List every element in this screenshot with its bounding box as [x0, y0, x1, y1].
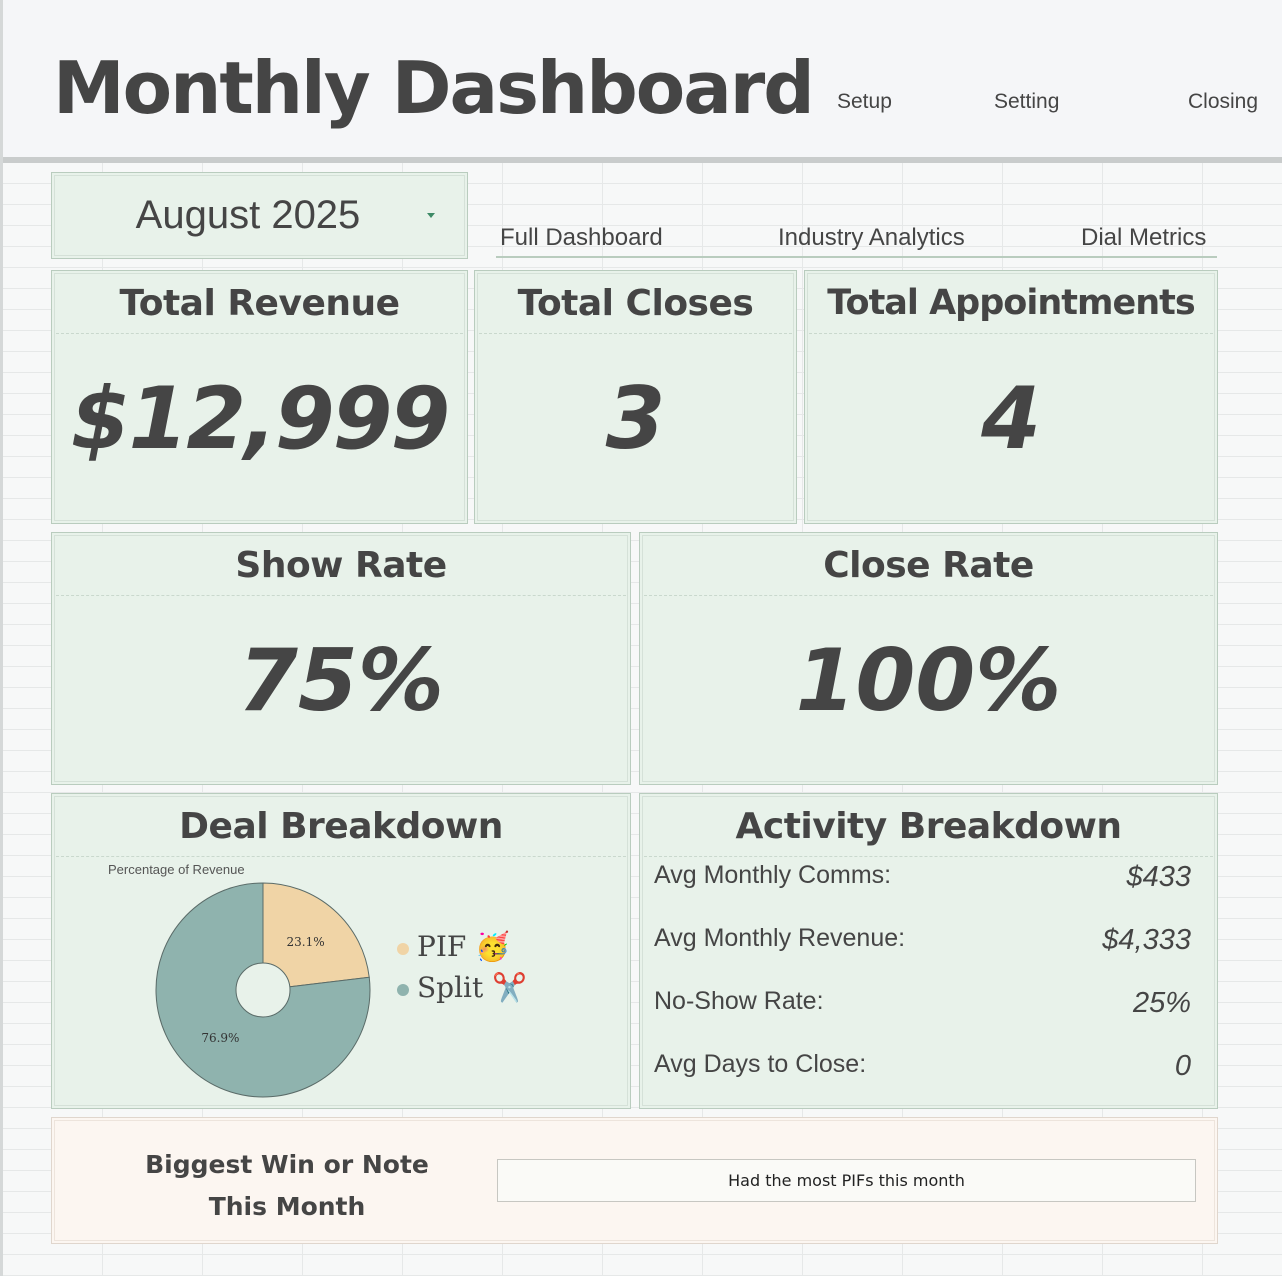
total-revenue-label: Total Revenue [119, 283, 400, 324]
dashboard-tabs: Full Dashboard Industry Analytics Dial M… [496, 220, 1217, 258]
stat-label: Avg Days to Close: [654, 1050, 867, 1078]
card-divider [644, 856, 1213, 857]
show-rate-label: Show Rate [235, 545, 447, 586]
nav-link-setup[interactable]: Setup [837, 90, 892, 113]
total-appointments-card: Total Appointments 4 [804, 270, 1218, 524]
legend-label-pif: PIF 🥳 [417, 930, 511, 963]
month-dropdown[interactable]: August 2025 [51, 172, 468, 259]
legend-label-split: Split ✂️ [417, 971, 528, 1004]
close-rate-card: Close Rate 100% [639, 532, 1218, 785]
stat-label: Avg Monthly Comms: [654, 861, 892, 889]
biggest-win-label-line1: Biggest Win or Note [145, 1150, 429, 1179]
total-closes-label: Total Closes [517, 283, 754, 324]
card-divider [809, 333, 1213, 334]
tab-full-dashboard[interactable]: Full Dashboard [500, 224, 663, 251]
chart-title: Percentage of Revenue [108, 862, 245, 877]
nav-link-closing[interactable]: Closing [1188, 90, 1259, 113]
activity-breakdown-card: Activity Breakdown Avg Monthly Comms: $4… [639, 793, 1218, 1109]
pie-label-pif: 23.1% [287, 935, 325, 949]
pie-slice-pif [262, 882, 370, 991]
card-divider [56, 856, 626, 857]
tab-dial-metrics[interactable]: Dial Metrics [1081, 224, 1207, 251]
activity-breakdown-title: Activity Breakdown [735, 806, 1123, 847]
stat-value: 0 [1174, 1050, 1191, 1082]
legend-marker-split [397, 983, 409, 996]
deal-breakdown-card: Deal Breakdown Percentage of Revenue 23.… [51, 793, 631, 1109]
biggest-win-input[interactable]: Had the most PIFs this month [497, 1159, 1196, 1202]
deal-breakdown-title: Deal Breakdown [179, 806, 503, 847]
biggest-win-label: Biggest Win or Note This Month [122, 1144, 452, 1228]
month-dropdown-value: August 2025 [135, 193, 361, 237]
nav-link-setting[interactable]: Setting [994, 90, 1060, 113]
stat-value: $4,333 [1102, 924, 1191, 956]
window-edge [0, 0, 3, 1276]
total-closes-value: 3 [605, 369, 666, 469]
header [3, 0, 1282, 158]
card-divider [644, 595, 1213, 596]
show-rate-value: 75% [238, 631, 444, 731]
caret-down-icon[interactable] [426, 212, 436, 220]
stat-label: Avg Monthly Revenue: [654, 924, 906, 952]
total-appointments-value: 4 [981, 369, 1041, 469]
total-appointments-label: Total Appointments [827, 283, 1195, 323]
pie-label-split: 76.9% [201, 1031, 239, 1045]
page-title: Monthly Dashboard [53, 46, 815, 130]
show-rate-card: Show Rate 75% [51, 532, 631, 785]
tab-industry-analytics[interactable]: Industry Analytics [778, 224, 965, 251]
stat-value: 25% [1132, 987, 1191, 1019]
donut-hole [235, 962, 291, 1018]
total-revenue-value: $12,999 [70, 369, 451, 469]
total-revenue-card: Total Revenue $12,999 [51, 270, 468, 524]
total-closes-card: Total Closes 3 [474, 270, 797, 524]
legend-item-split: Split ✂️ [397, 971, 527, 1004]
biggest-win-card: Biggest Win or Note This Month Had the m… [51, 1117, 1218, 1244]
header-divider [3, 157, 1282, 163]
close-rate-value: 100% [795, 631, 1062, 731]
stat-value: $433 [1126, 861, 1191, 893]
card-divider [56, 333, 463, 334]
card-divider [56, 595, 626, 596]
legend-marker-pif [397, 942, 409, 955]
close-rate-label: Close Rate [823, 545, 1034, 586]
legend-item-pif: PIF 🥳 [397, 930, 510, 963]
revenue-pie-chart: 23.1% 76.9% [155, 882, 371, 1098]
card-divider [479, 333, 792, 334]
biggest-win-label-line2: This Month [208, 1192, 366, 1221]
stat-label: No-Show Rate: [654, 987, 824, 1015]
